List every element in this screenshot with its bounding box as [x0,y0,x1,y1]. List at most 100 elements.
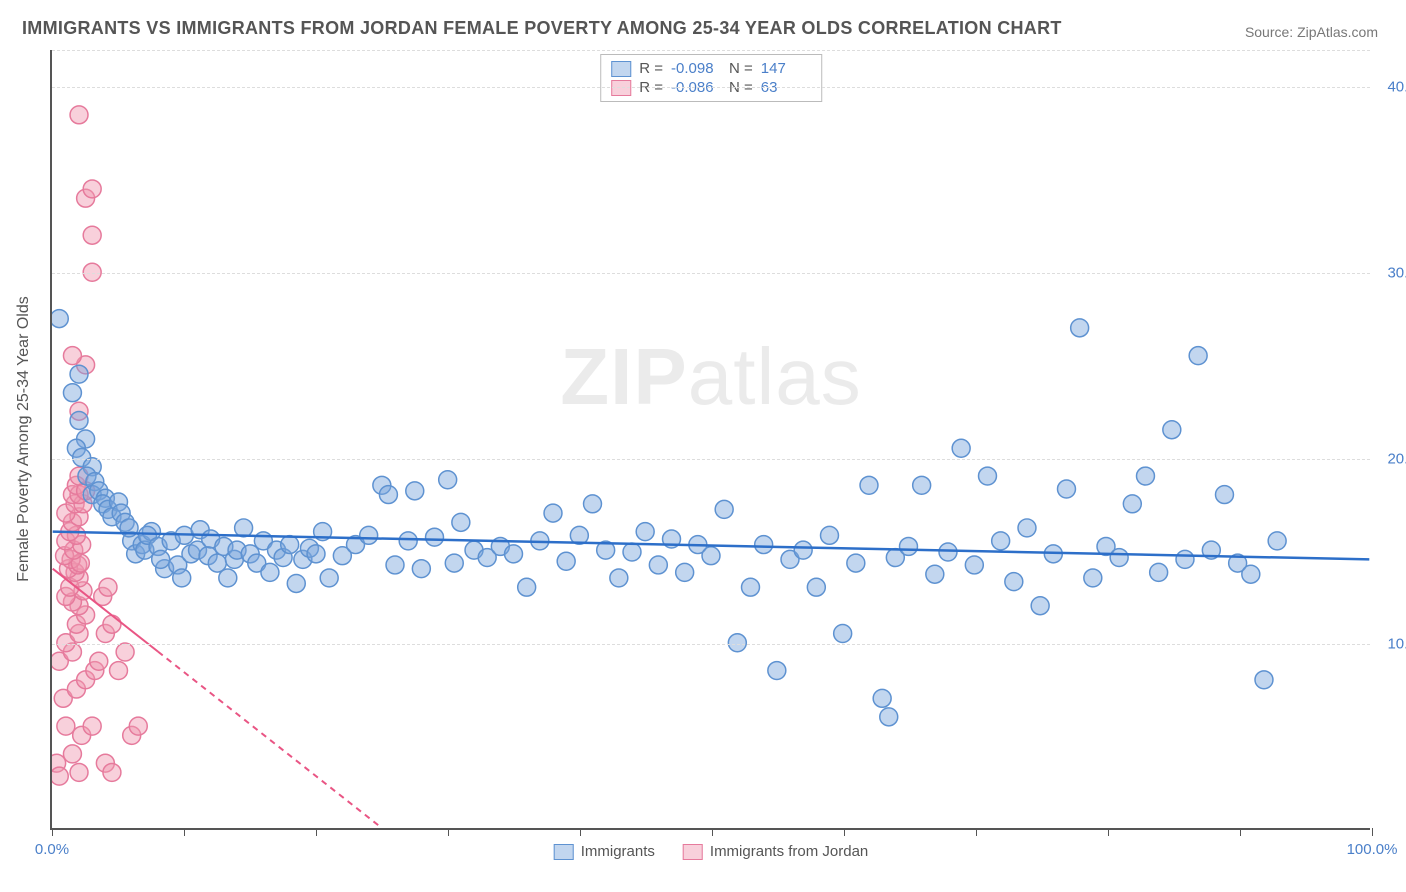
scatter-point [156,560,174,578]
legend-row: R =-0.098N =147 [611,59,811,78]
scatter-point [77,671,95,689]
scatter-point [847,554,865,572]
scatter-point [1255,671,1273,689]
scatter-point [426,528,444,546]
scatter-point [70,508,88,526]
scatter-point [70,486,88,504]
scatter-point [173,569,191,587]
scatter-point [78,467,96,485]
correlation-legend: R =-0.098N =147R =-0.086N =63 [600,54,822,102]
x-tick-label: 0.0% [35,841,69,858]
scatter-point [57,587,75,605]
x-tick [844,828,845,836]
scatter-point [70,625,88,643]
scatter-point [110,493,128,511]
scatter-point [70,763,88,781]
y-tick-label: 10.0% [1375,636,1406,653]
scatter-point [254,532,272,550]
scatter-point [83,717,101,735]
scatter-point [77,430,95,448]
scatter-point [63,593,81,611]
scatter-point [133,536,151,554]
legend-r-label: R = [639,60,663,77]
scatter-point [742,578,760,596]
scatter-point [1216,486,1234,504]
scatter-point [821,526,839,544]
scatter-point [74,582,92,600]
scatter-point [67,439,85,457]
x-tick [184,828,185,836]
scatter-point [406,482,424,500]
scatter-point [116,513,134,531]
scatter-point [1058,480,1076,498]
scatter-point [347,536,365,554]
gridline [52,644,1370,645]
scatter-point [96,625,114,643]
scatter-point [74,495,92,513]
x-tick-label: 100.0% [1347,841,1398,858]
scatter-point [913,476,931,494]
scatter-point [94,587,112,605]
scatter-point [1229,554,1247,572]
scatter-point [307,545,325,563]
x-tick [580,828,581,836]
scatter-point [182,545,200,563]
scatter-point [66,563,84,581]
scatter-point [67,476,85,494]
scatter-point [702,547,720,565]
gridline [52,50,1370,51]
scatter-point [294,550,312,568]
scatter-svg [52,50,1370,828]
scatter-point [1202,541,1220,559]
x-tick [1240,828,1241,836]
source-label: Source: ZipAtlas.com [1245,24,1378,40]
scatter-point [127,545,145,563]
scatter-point [807,578,825,596]
scatter-point [57,717,75,735]
scatter-point [57,532,75,550]
scatter-point [52,652,68,670]
scatter-point [728,634,746,652]
gridline [52,273,1370,274]
scatter-point [69,556,87,574]
scatter-point [70,569,88,587]
scatter-point [360,526,378,544]
scatter-point [505,545,523,563]
scatter-point [1097,537,1115,555]
trend-line [53,569,158,652]
scatter-point [62,550,80,568]
scatter-point [77,482,95,500]
scatter-point [63,745,81,763]
scatter-point [86,662,104,680]
scatter-point [531,532,549,550]
scatter-point [1268,532,1286,550]
scatter-point [886,549,904,567]
scatter-point [755,536,773,554]
trend-line [158,652,382,828]
legend-r-value: -0.098 [671,60,721,77]
scatter-point [379,486,397,504]
scatter-point [518,578,536,596]
scatter-point [873,689,891,707]
scatter-point [465,541,483,559]
scatter-point [715,500,733,518]
x-tick [976,828,977,836]
scatter-point [880,708,898,726]
y-tick-label: 30.0% [1375,264,1406,281]
scatter-point [1242,565,1260,583]
x-tick [448,828,449,836]
scatter-point [491,537,509,555]
scatter-point [83,458,101,476]
scatter-point [56,547,74,565]
scatter-point [1123,495,1141,513]
scatter-point [544,504,562,522]
scatter-point [152,550,170,568]
x-tick [1108,828,1109,836]
scatter-point [452,513,470,531]
scatter-point [86,473,104,491]
scatter-point [584,495,602,513]
scatter-point [199,547,217,565]
scatter-point [70,365,88,383]
scatter-point [63,486,81,504]
legend-label: Immigrants [581,843,655,860]
